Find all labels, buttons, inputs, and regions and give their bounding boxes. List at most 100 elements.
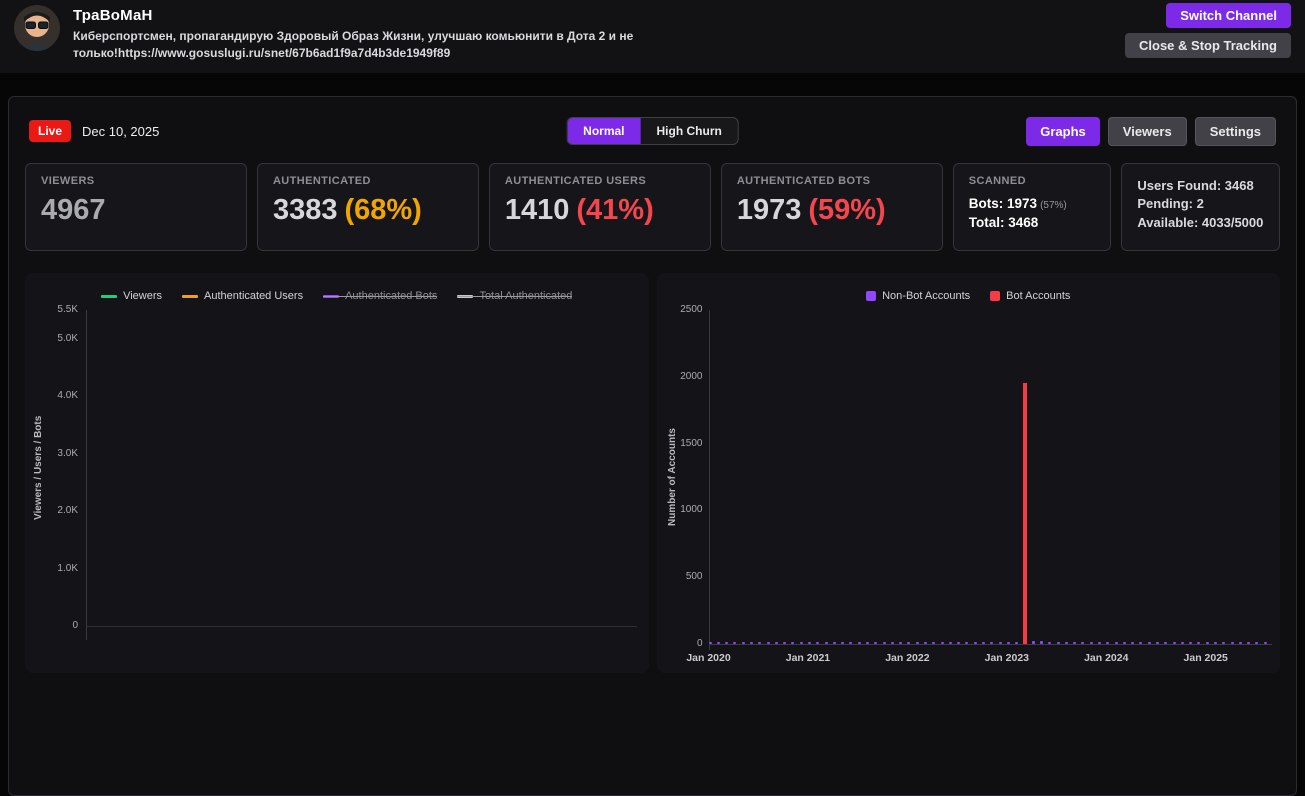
stat-label: SCANNED	[968, 175, 1026, 187]
non-bot-bar	[940, 641, 944, 644]
left-y-axis-label: Viewers / Users / Bots	[33, 415, 44, 521]
channel-title: ТраВоМаН	[73, 7, 153, 24]
stat-value: 1973	[736, 194, 802, 226]
non-bot-bar	[1106, 641, 1110, 644]
x-tick-label: Jan 2024	[1084, 652, 1129, 664]
non-bot-bar	[948, 641, 952, 644]
legend-item[interactable]: Bot Accounts	[990, 290, 1070, 302]
non-bot-bar	[973, 641, 977, 644]
avatar-illustration	[14, 5, 60, 51]
y-tick-label: 2.0K	[57, 505, 78, 517]
non-bot-bar	[882, 641, 886, 644]
right-y-axis-line	[708, 310, 710, 650]
channel-description: Киберспортсмен, пропагандирую Здоровый О…	[73, 29, 634, 61]
right-x-axis-line	[708, 644, 1272, 645]
legend-item[interactable]: Authenticated Bots	[323, 290, 438, 302]
non-bot-bar	[1238, 641, 1242, 644]
tab-graphs[interactable]: Graphs	[1026, 116, 1100, 146]
non-bot-bar	[1131, 641, 1135, 644]
viewers-line-chart: Viewers Authenticated Users Authenticated …	[25, 273, 649, 673]
scanned-bots-percent: (57%)	[1040, 200, 1067, 211]
non-bot-bar	[932, 641, 936, 644]
non-bot-bar	[1031, 640, 1035, 644]
mode-high-churn-button[interactable]: High Churn	[641, 118, 738, 144]
y-tick-label: 2000	[680, 370, 703, 382]
tab-settings[interactable]: Settings	[1194, 116, 1276, 146]
channel-avatar	[14, 5, 60, 51]
mode-normal-button[interactable]: Normal	[567, 118, 641, 144]
legend-item[interactable]: Non-Bot Accounts	[866, 290, 970, 302]
right-plot-area: Jan 2020 Jan 2021 Jan 2022 Jan 2023 Jan 2024…	[686, 310, 1273, 664]
non-bot-bar	[899, 641, 903, 644]
non-bot-bar	[1039, 641, 1043, 644]
non-bot-bar	[923, 641, 927, 644]
non-bot-bar	[749, 641, 753, 644]
close-stop-tracking-button[interactable]: Close & Stop Tracking	[1125, 33, 1291, 58]
legend-label: Authenticated Bots	[345, 290, 438, 302]
non-bot-bar	[841, 641, 845, 644]
legend-swatch	[866, 291, 877, 301]
non-bot-bar	[1122, 641, 1126, 644]
non-bot-bar	[1222, 641, 1226, 644]
x-tick-label: Jan 2023	[984, 652, 1029, 664]
stat-card-authenticated-users: AUTHENTICATED USERS 1410 (41%)	[488, 163, 711, 251]
tab-viewers[interactable]: Viewers	[1107, 116, 1187, 146]
legend-item[interactable]: Total Authenticated	[457, 290, 572, 302]
non-bot-bar	[1147, 641, 1151, 644]
legend-swatch	[323, 294, 340, 298]
non-bot-bar	[857, 641, 861, 644]
non-bot-bar	[1155, 641, 1159, 644]
non-bot-bar	[1230, 641, 1234, 644]
scanned-total-line: Total: 3468	[968, 215, 1039, 230]
stat-value: 3383	[272, 194, 338, 226]
non-bot-bar	[1015, 641, 1019, 644]
non-bot-bar	[1189, 641, 1193, 644]
legend-swatch	[182, 294, 199, 298]
channel-header: ТраВоМаН Киберспортсмен, пропагандирую З…	[0, 0, 1305, 73]
stat-label: VIEWERS	[41, 175, 95, 187]
non-bot-bar	[1089, 641, 1093, 644]
legend-swatch	[457, 294, 474, 298]
stat-percent: (59%)	[808, 194, 886, 226]
y-tick-label: 500	[685, 571, 703, 583]
non-bot-bar	[1056, 641, 1060, 644]
non-bot-bar	[1263, 641, 1267, 644]
y-tick-label: 1000	[680, 504, 703, 516]
legend-item[interactable]: Authenticated Users	[182, 290, 303, 302]
y-tick-label: 3.0K	[57, 447, 78, 459]
non-bot-bar	[1213, 641, 1217, 644]
non-bot-bar	[1205, 641, 1209, 644]
legend-item[interactable]: Viewers	[101, 290, 162, 302]
x-tick-label: Jan 2022	[885, 652, 930, 664]
non-bot-bar	[758, 641, 762, 644]
legend-label: Bot Accounts	[1006, 290, 1071, 302]
stat-value: 4967	[41, 194, 106, 226]
stat-card-authenticated-bots: AUTHENTICATED BOTS 1973 (59%)	[720, 163, 943, 251]
non-bot-bar	[1139, 641, 1143, 644]
non-bot-bar	[1097, 641, 1101, 644]
non-bot-bar	[865, 641, 869, 644]
non-bot-bar	[832, 641, 836, 644]
date-label: Dec 10, 2025	[82, 123, 160, 139]
non-bot-bar	[1048, 641, 1052, 644]
non-bot-bar	[791, 641, 795, 644]
available-line: Available: 4033/5000	[1137, 214, 1264, 230]
right-legend: Non-Bot Accounts Bot Accounts	[657, 290, 1281, 302]
x-tick-label: Jan 2020	[686, 652, 731, 664]
left-y-axis-line	[86, 310, 87, 640]
legend-swatch	[101, 294, 118, 298]
legend-label: Viewers	[123, 290, 163, 302]
non-bot-bar	[1180, 641, 1184, 644]
x-tick-label: Jan 2021	[785, 652, 831, 664]
live-badge: Live	[29, 120, 72, 142]
non-bot-bar	[1172, 641, 1176, 644]
charts-row: Viewers Authenticated Users Authenticated …	[9, 273, 1296, 673]
y-tick-label: 0	[696, 638, 703, 649]
non-bot-bar	[824, 641, 828, 644]
switch-channel-button[interactable]: Switch Channel	[1166, 3, 1291, 28]
non-bot-bar	[907, 641, 911, 644]
non-bot-bar	[708, 641, 712, 644]
users-found-line: Users Found: 3468	[1137, 178, 1254, 193]
non-bot-bar	[1064, 641, 1068, 644]
toolbar: Live Dec 10, 2025 Normal High Churn Grap…	[9, 116, 1296, 146]
